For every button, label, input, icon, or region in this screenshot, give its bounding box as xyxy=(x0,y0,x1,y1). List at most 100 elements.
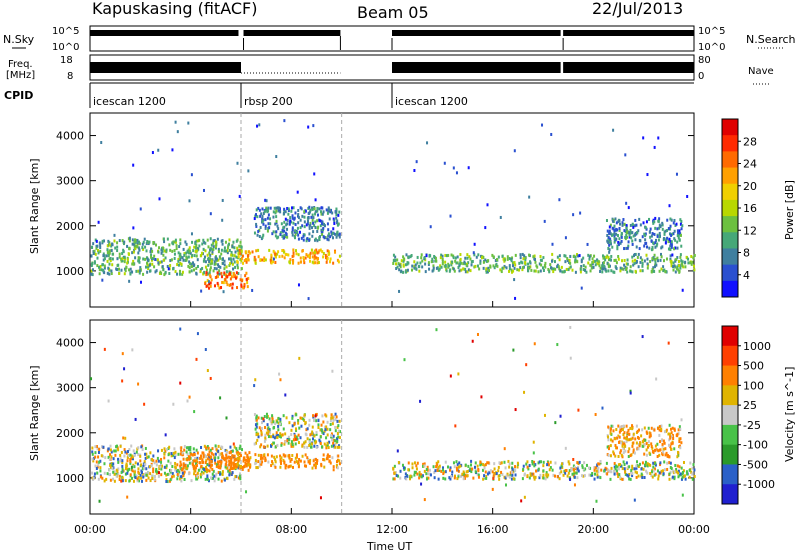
cell xyxy=(659,463,662,467)
cell xyxy=(652,465,655,469)
scatter-cell xyxy=(525,363,528,367)
cell xyxy=(101,476,104,480)
cell xyxy=(110,244,113,248)
cell xyxy=(658,448,661,452)
cell xyxy=(211,476,214,480)
cell xyxy=(268,428,271,432)
cell xyxy=(637,265,640,269)
cell xyxy=(615,464,618,468)
cell xyxy=(296,461,299,465)
cell xyxy=(667,227,670,231)
cell xyxy=(568,266,571,270)
cell xyxy=(631,424,634,428)
cell xyxy=(463,472,466,476)
cell xyxy=(96,471,99,475)
cell xyxy=(157,474,160,478)
cell xyxy=(107,266,110,270)
cell xyxy=(94,455,97,459)
cell xyxy=(632,254,635,258)
cell xyxy=(206,445,209,449)
scatter-cell xyxy=(121,352,124,356)
cell xyxy=(693,468,696,472)
cell xyxy=(670,245,673,249)
noise-band-0 xyxy=(90,30,239,36)
cell xyxy=(279,465,282,469)
cpid-segment-label-0: icescan 1200 xyxy=(93,95,166,108)
cell xyxy=(552,270,555,274)
cell xyxy=(180,446,183,450)
cell xyxy=(521,261,524,265)
cell xyxy=(598,475,601,479)
cell xyxy=(607,237,610,241)
cell xyxy=(650,445,653,449)
cell xyxy=(256,466,259,470)
cell xyxy=(287,212,290,216)
cell xyxy=(512,469,515,473)
cell xyxy=(275,219,278,223)
cell xyxy=(308,423,311,427)
cell xyxy=(608,447,611,451)
cell xyxy=(626,235,629,239)
cell xyxy=(621,221,624,225)
cell xyxy=(238,472,241,476)
cell xyxy=(629,228,632,232)
cell xyxy=(129,267,132,271)
cell xyxy=(657,219,660,223)
cell xyxy=(434,259,437,263)
cell xyxy=(641,269,644,273)
cell xyxy=(311,260,314,264)
cell xyxy=(680,227,683,231)
cell xyxy=(572,467,575,471)
cell xyxy=(126,469,129,473)
cell xyxy=(593,468,596,472)
cell xyxy=(573,471,576,475)
cell xyxy=(337,435,340,439)
cell xyxy=(226,477,229,481)
cell xyxy=(195,254,198,258)
cell xyxy=(635,475,638,479)
cell xyxy=(226,275,229,279)
cell xyxy=(500,470,503,474)
cell xyxy=(190,269,193,273)
cell xyxy=(106,244,109,248)
cell xyxy=(635,441,638,445)
cell xyxy=(668,432,671,436)
cell xyxy=(573,465,576,469)
cell xyxy=(333,221,336,225)
cell xyxy=(275,215,278,219)
cell xyxy=(681,472,684,476)
cell xyxy=(319,248,322,252)
cell xyxy=(392,259,395,263)
ytick-label-1-2: 2000 xyxy=(56,427,84,440)
cell xyxy=(607,235,610,239)
cell xyxy=(275,455,278,459)
cell xyxy=(582,467,585,471)
cell xyxy=(168,479,171,483)
cell xyxy=(239,451,242,455)
cell xyxy=(138,472,141,476)
cell xyxy=(441,262,444,266)
cell xyxy=(209,237,212,241)
cell xyxy=(632,263,635,267)
cell xyxy=(582,256,585,260)
cell xyxy=(179,255,182,259)
cell xyxy=(639,442,642,446)
cell xyxy=(225,270,228,274)
cell xyxy=(146,263,149,267)
cell xyxy=(291,442,294,446)
cell xyxy=(300,207,303,211)
cell xyxy=(613,232,616,236)
cell xyxy=(495,262,498,266)
cell xyxy=(232,257,235,261)
cell xyxy=(616,247,619,251)
cell xyxy=(260,428,263,432)
cell xyxy=(279,231,282,235)
scatter-cell xyxy=(107,399,110,403)
cell xyxy=(542,476,545,480)
cell xyxy=(124,257,127,261)
cpid-segment-label-2: icescan 1200 xyxy=(395,95,468,108)
cell xyxy=(292,259,295,263)
cell xyxy=(627,450,630,454)
cell xyxy=(477,475,480,479)
scatter-cell xyxy=(580,286,583,290)
